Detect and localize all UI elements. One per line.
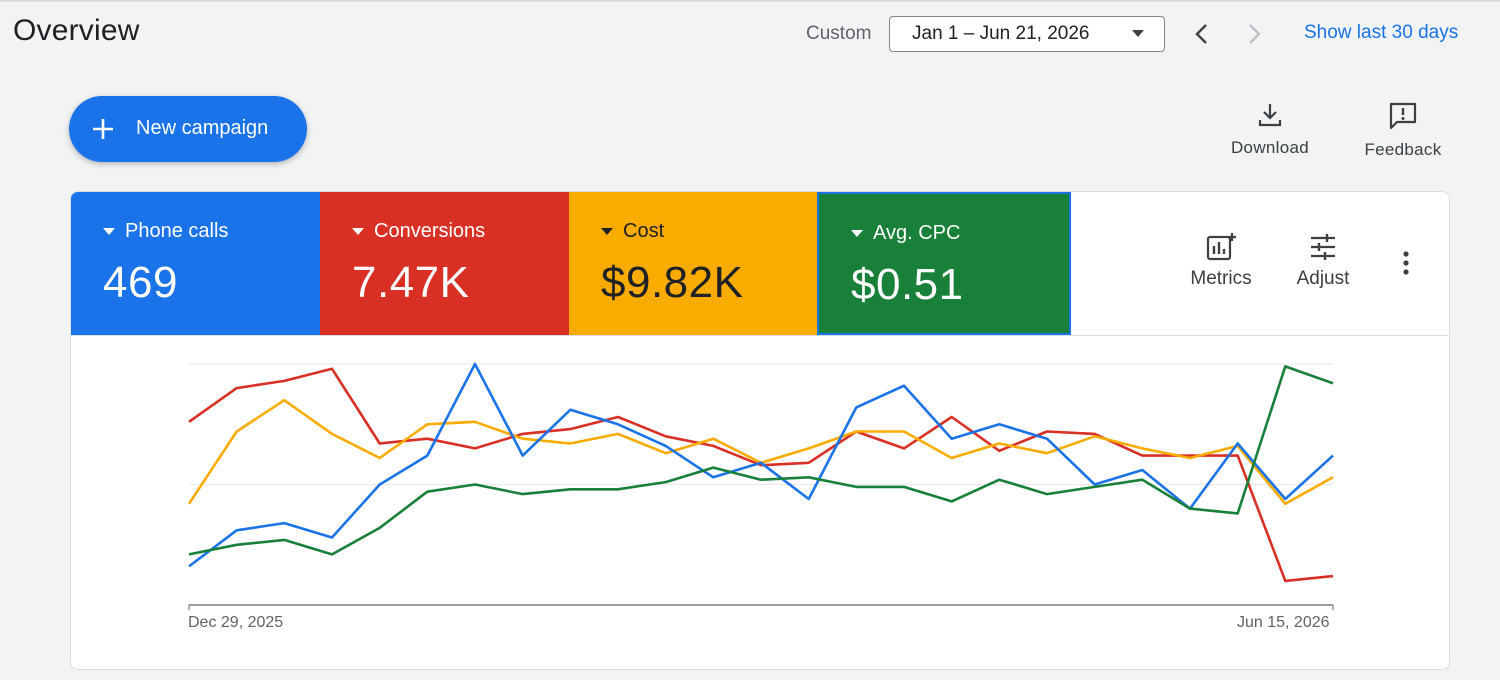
plus-icon xyxy=(93,119,113,139)
download-icon xyxy=(1258,104,1282,127)
caret-down-icon xyxy=(352,228,364,235)
metric-label: Avg. CPC xyxy=(873,222,961,244)
adjust-label: Adjust xyxy=(1296,268,1350,289)
feedback-icon xyxy=(1389,102,1417,130)
download-label: Download xyxy=(1230,138,1309,157)
chevron-left-icon xyxy=(1195,24,1207,44)
metric-value: $9.82K xyxy=(601,258,744,307)
x-axis-start-label: Dec 29, 2025 xyxy=(188,614,284,631)
overview-card: Phone calls 469 Conversions 7.47K Cost $… xyxy=(70,191,1450,670)
more-options-button[interactable] xyxy=(1391,248,1421,278)
x-axis-end-label: Jun 15, 2026 xyxy=(1237,614,1330,631)
previous-period-button[interactable] xyxy=(1188,20,1216,48)
date-range-type-label: Custom xyxy=(806,23,872,44)
new-campaign-button[interactable]: New campaign xyxy=(69,96,307,162)
tune-icon xyxy=(1311,234,1335,260)
top-divider xyxy=(0,0,1500,2)
metric-value: 469 xyxy=(103,258,178,307)
series-line-3 xyxy=(188,365,1334,556)
feedback-label: Feedback xyxy=(1364,140,1442,159)
metric-tile-conversions[interactable]: Conversions 7.47K xyxy=(320,192,569,335)
show-last-30-days-link[interactable]: Show last 30 days xyxy=(1304,22,1459,43)
adjust-button[interactable]: Adjust xyxy=(1283,232,1363,290)
series-line-2 xyxy=(188,362,1334,568)
metric-tile-phone-calls[interactable]: Phone calls 469 xyxy=(71,192,320,335)
download-button[interactable]: Download xyxy=(1224,100,1316,158)
dropdown-caret-icon xyxy=(1132,30,1144,37)
more-vert-icon xyxy=(1403,251,1409,275)
caret-down-icon xyxy=(851,230,863,237)
metric-label: Phone calls xyxy=(125,220,229,242)
next-period-button[interactable] xyxy=(1240,20,1268,48)
caret-down-icon xyxy=(601,228,613,235)
add-chart-icon xyxy=(1206,233,1236,261)
metric-value: $0.51 xyxy=(851,260,964,309)
metric-tile-avg-cpc[interactable]: Avg. CPC $0.51 xyxy=(817,192,1071,335)
date-range-dropdown[interactable]: Jan 1 – Jun 21, 2026 xyxy=(889,16,1165,52)
metrics-button[interactable]: Metrics xyxy=(1181,232,1261,290)
metric-label: Cost xyxy=(623,220,665,242)
caret-down-icon xyxy=(103,228,115,235)
performance-line-chart xyxy=(187,362,1334,610)
page-title: Overview xyxy=(13,14,140,47)
metric-tile-cost[interactable]: Cost $9.82K xyxy=(569,192,817,335)
chevron-right-icon xyxy=(1249,24,1261,44)
new-campaign-label: New campaign xyxy=(136,117,269,139)
metric-label: Conversions xyxy=(374,220,486,242)
series-line-0 xyxy=(188,367,1334,583)
chart-divider xyxy=(71,335,1449,336)
feedback-button[interactable]: Feedback xyxy=(1356,100,1450,160)
metric-value: 7.47K xyxy=(352,258,470,307)
metrics-label: Metrics xyxy=(1190,268,1252,289)
date-range-value: Jan 1 – Jun 21, 2026 xyxy=(912,23,1090,44)
